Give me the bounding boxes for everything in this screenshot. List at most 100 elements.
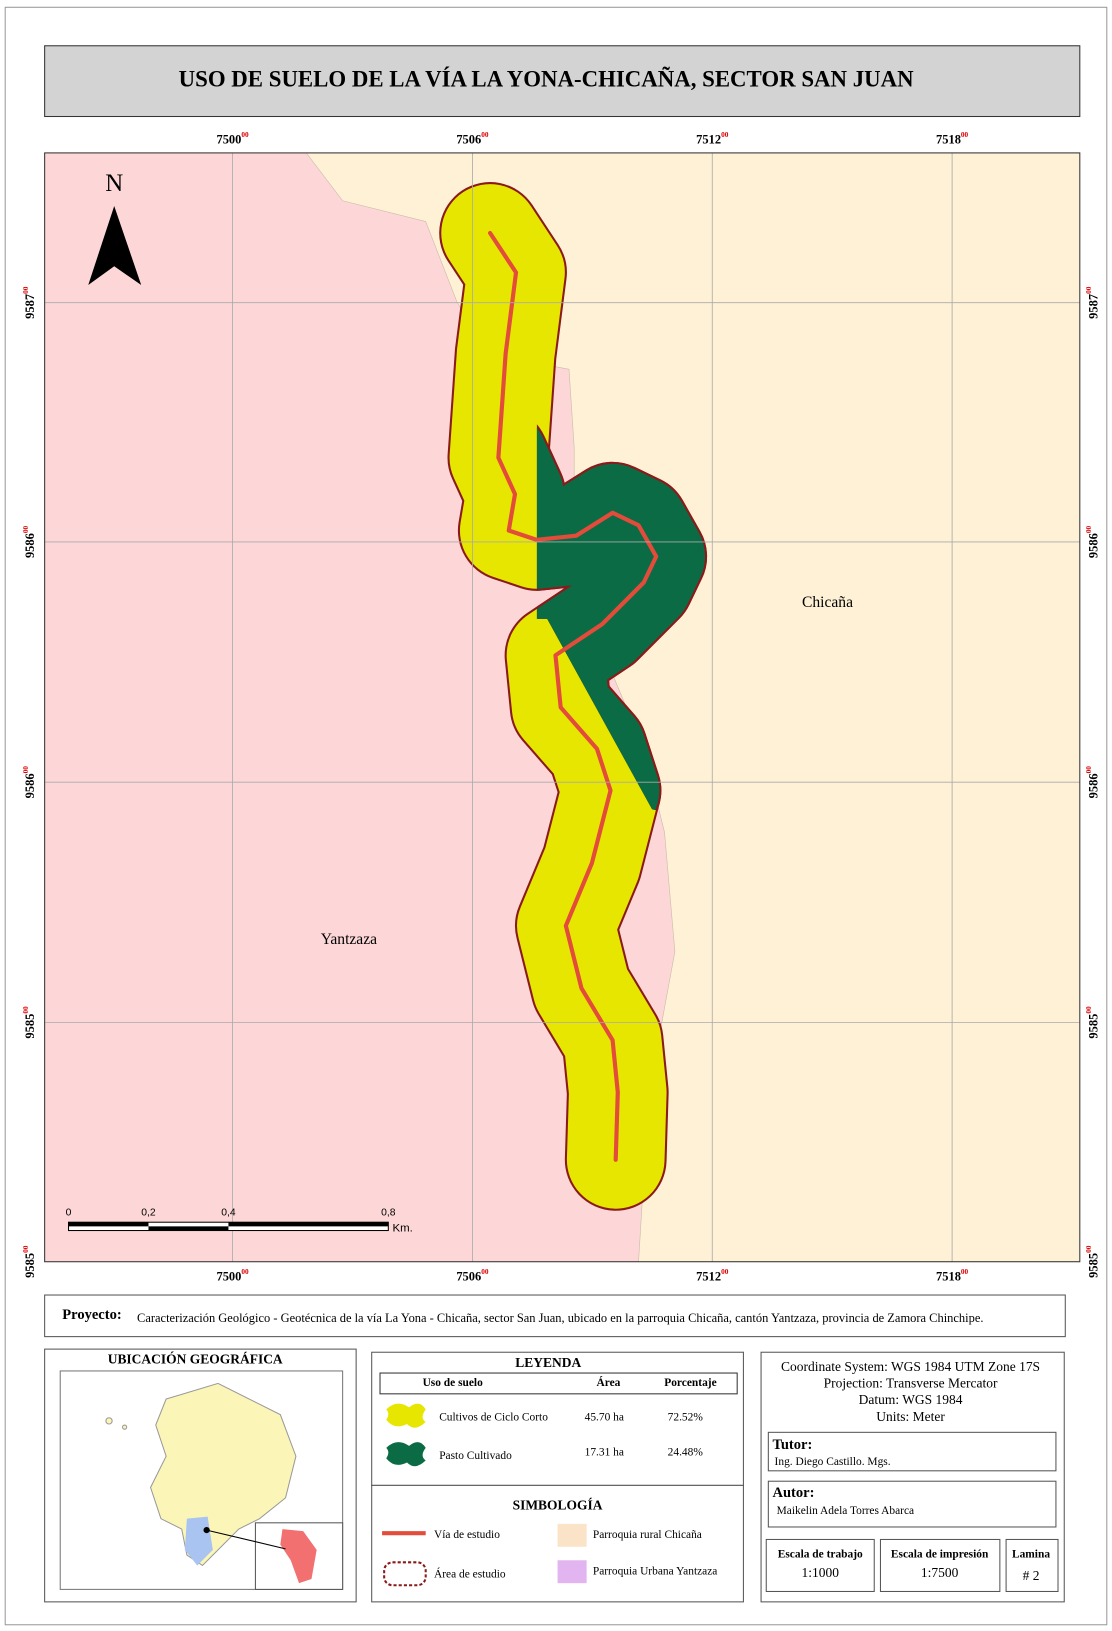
place-label: Chicaña [802,594,853,611]
coordinate-value: 7518 [936,1269,961,1283]
scale-box [879,1538,1001,1592]
coordinate-suffix: 00 [22,1006,30,1014]
coordinate-suffix: 00 [721,1268,729,1276]
coordinate-value: 9585 [1086,1253,1100,1278]
scale-label: 0,2 [141,1208,156,1219]
legend-text: Cultivos de Ciclo Corto [439,1411,548,1423]
legend-header-text: Área [596,1375,620,1389]
box-value: # 2 [1023,1568,1040,1583]
north-label: N [105,170,123,197]
coordinate-label: 958600 [22,766,37,799]
legend-title: LEYENDA [515,1355,581,1370]
coordinate-value: 7512 [696,1269,721,1283]
title: USO DE SUELO DE LA VÍA LA YONA-CHICAÑA, … [179,66,914,91]
coordinate-label: 958500 [1085,1006,1100,1039]
coordinate-suffix: 00 [1085,286,1093,294]
coordinate-suffix: 00 [22,1245,30,1253]
author-name: Maikelin Adela Torres Abarca [777,1505,914,1517]
coordinate-label: 751200 [696,1268,729,1283]
coordinate-suffix: 00 [961,131,969,139]
coordinate-suffix: 00 [481,1268,489,1276]
coordinate-label: 958700 [22,286,37,319]
coordinate-value: 9586 [23,533,37,558]
info-line: Projection: Transverse Mercator [824,1376,998,1391]
coordinate-value: 9585 [23,1253,37,1278]
coordinate-suffix: 00 [241,131,249,139]
tutor-box [767,1431,1057,1472]
coordinate-label: 958600 [1085,525,1100,558]
map-border [44,152,1081,1263]
coordinate-suffix: 00 [241,1268,249,1276]
box-label: Escala de trabajo [778,1549,863,1561]
scale-label: 0,4 [221,1208,236,1219]
coordinate-suffix: 00 [22,766,30,774]
coordinate-label: 751800 [936,1268,969,1283]
legend-text: 17.31 ha [585,1447,624,1459]
coordinate-label: 958500 [22,1006,37,1039]
box-value: 1:7500 [921,1565,959,1580]
coordinate-value: 9586 [23,773,37,798]
place-label: Yantzaza [321,931,377,948]
coordinate-value: 7506 [456,132,481,146]
symbol-yantzaza [557,1560,587,1584]
coordinate-label: 958500 [1085,1245,1100,1278]
project-text: Caracterización Geológico - Geotécnica d… [137,1311,983,1325]
symbology-text: Área de estudio [434,1566,506,1580]
coordinate-value: 7500 [216,1269,241,1283]
study-road [487,230,659,1162]
info-line: Datum: WGS 1984 [859,1392,963,1407]
scale-unit: Km. [392,1222,412,1234]
legend-swatch [386,1442,426,1467]
coordinate-value: 7506 [456,1269,481,1283]
coordinate-value: 9587 [23,294,37,319]
legend-header-text: Uso de suelo [423,1377,484,1389]
author-box [767,1480,1057,1528]
coordinate-value: 9585 [23,1014,37,1039]
symbology-text: Parroquia Urbana Yantzaza [593,1565,718,1577]
tutor-label: Tutor: [772,1437,812,1453]
grid [44,152,1080,1262]
coordinate-value: 7500 [216,132,241,146]
coordinate-value: 9586 [1086,533,1100,558]
symbology-title: SIMBOLOGÍA [513,1497,603,1512]
coordinate-value: 7518 [936,132,961,146]
coordinate-label: 958600 [1085,766,1100,799]
coordinate-label: 958600 [22,525,37,558]
north-arrow [88,205,142,286]
page-border [4,6,1108,1626]
coordinate-label: 751200 [696,131,729,146]
coordinate-value: 9587 [1086,294,1100,319]
legend-header [379,1372,738,1395]
coordinate-value: 9585 [1086,1014,1100,1039]
title-box [44,45,1081,118]
project-box [44,1294,1066,1338]
coordinate-label: 751800 [936,131,969,146]
author-label: Autor: [772,1485,814,1501]
coordinate-suffix: 00 [721,131,729,139]
coordinate-suffix: 00 [1085,766,1093,774]
box-value: 1:1000 [802,1565,840,1580]
legend-text: 24.48% [668,1447,704,1459]
legend-text: 45.70 ha [585,1411,624,1423]
coordinate-label: 750000 [216,131,249,146]
coordinate-value: 7512 [696,132,721,146]
ecuador-inset [105,1382,344,1590]
coordinate-label: 750600 [456,131,489,146]
scale-label: 0 [66,1208,72,1219]
legend-header-text: Porcentaje [664,1377,716,1389]
coordinate-suffix: 00 [1085,1006,1093,1014]
coordinate-label: 958700 [1085,286,1100,319]
tutor-name: Ing. Diego Castillo. Mgs. [775,1456,891,1468]
coordinate-suffix: 00 [481,131,489,139]
project-label: Proyecto: [62,1307,121,1323]
coordinate-label: 750000 [216,1268,249,1283]
coordinate-value: 9586 [1086,773,1100,798]
info-line: Coordinate System: WGS 1984 UTM Zone 17S [781,1359,1040,1374]
coordinate-suffix: 00 [1085,1245,1093,1253]
coordinate-suffix: 00 [22,286,30,294]
legend-swatch [386,1403,426,1428]
coordinate-suffix: 00 [1085,525,1093,533]
coordinate-label: 750600 [456,1268,489,1283]
map-frame [44,152,1080,1262]
